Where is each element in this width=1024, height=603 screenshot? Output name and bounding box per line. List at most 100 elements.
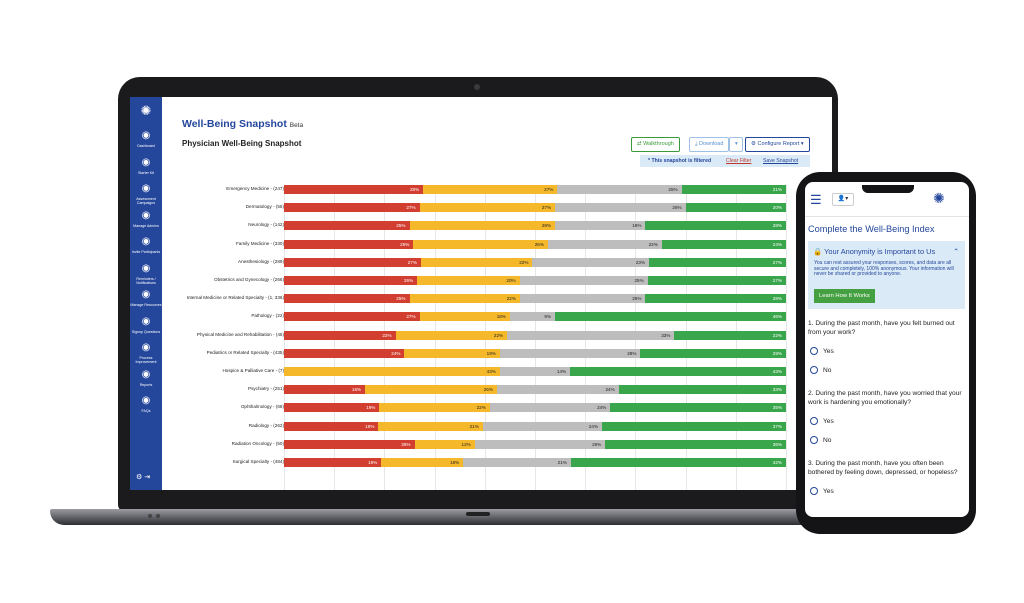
walkthrough-button[interactable]: ⇄ Walkthrough: [631, 137, 680, 152]
chart-bar-segment[interactable]: 27%: [284, 257, 421, 267]
led: [156, 514, 160, 518]
chart-bar-segment[interactable]: 26%: [284, 276, 418, 285]
radio-option-no[interactable]: No: [810, 366, 831, 374]
chart-bar-segment[interactable]: 18%: [419, 312, 510, 322]
radio-button[interactable]: [810, 417, 818, 425]
chart-bar-segment[interactable]: 24%: [284, 348, 405, 358]
chart-bar-segment[interactable]: 42%: [570, 458, 786, 467]
chart-bar-segment[interactable]: 25%: [519, 276, 648, 285]
chart-bar-segment[interactable]: 43%: [570, 367, 786, 376]
chart-bar-segment[interactable]: 25%: [557, 185, 682, 194]
hamburger-menu-icon[interactable]: ☰: [810, 192, 822, 207]
chart-bar-segment[interactable]: 22%: [674, 330, 786, 340]
chart-bar-segment[interactable]: 35%: [610, 403, 786, 413]
chart-bar-segment[interactable]: 22%: [409, 294, 520, 304]
sidebar-item-label: Invite Participants: [131, 250, 161, 254]
anonymity-text: You can rest assured your responses, sco…: [814, 260, 954, 278]
sidebar-item-manage-admins[interactable]: ◉ Manage Admins: [130, 210, 162, 228]
sidebar-footer-icons[interactable]: ⚙ ⇥: [136, 474, 151, 481]
chart-bar-segment[interactable]: 26%: [474, 439, 606, 449]
download-button[interactable]: ⤓ Download: [689, 137, 730, 152]
sidebar-item-faqs[interactable]: ◉ FAQs: [130, 395, 162, 413]
radio-button[interactable]: [810, 366, 818, 374]
sidebar-item-reports[interactable]: ◉ Reports: [130, 369, 162, 387]
chart-bar-segment[interactable]: 20%: [417, 276, 520, 285]
chart-bar-segment[interactable]: 20%: [685, 203, 786, 213]
chart-bar-segment[interactable]: 27%: [647, 276, 786, 285]
sidebar-item-invite-participants[interactable]: ◉ Invite Participants: [130, 236, 162, 254]
chart-bar-segment[interactable]: 46%: [555, 312, 786, 322]
sidebar-item-reminders-notifications[interactable]: ◉ Reminders / Notifications: [130, 263, 162, 285]
chart-bar-segment[interactable]: 24%: [496, 385, 619, 395]
radio-option-yes[interactable]: Yes: [810, 417, 834, 425]
clear-filter-link[interactable]: Clear Filter: [726, 158, 752, 164]
chart-bar-segment[interactable]: 26%: [555, 203, 686, 213]
sidebar-item-process-improvement[interactable]: ◉ Process Improvement: [130, 342, 162, 364]
sidebar-item-signup-questions[interactable]: ◉ Signup Questions: [130, 316, 162, 334]
anonymity-heading[interactable]: 🔒 Your Anonymity is Important to Us ⌃: [813, 247, 960, 256]
chart-bar-segment[interactable]: 26%: [284, 439, 415, 449]
chart-bar-segment[interactable]: 22%: [420, 257, 533, 267]
chart-bar-segment[interactable]: 28%: [645, 294, 786, 304]
sidebar-item-manage-resources[interactable]: ◉ Manage Resources: [130, 289, 162, 307]
download-dropdown-button[interactable]: ▾: [729, 137, 743, 152]
radio-button[interactable]: [810, 436, 818, 444]
chart-bar-segment[interactable]: 29%: [409, 221, 556, 231]
chart-bar-segment[interactable]: 19%: [284, 458, 382, 467]
radio-option-yes[interactable]: Yes: [810, 347, 834, 355]
save-snapshot-link[interactable]: Save Snapshot: [763, 158, 799, 164]
radio-option-no[interactable]: No: [810, 436, 831, 444]
chart-bar-segment[interactable]: 9%: [509, 312, 556, 322]
chart-bar-segment[interactable]: 19%: [284, 421, 379, 431]
chart-bar-segment[interactable]: 12%: [414, 439, 475, 449]
chart-bar-segment[interactable]: 27%: [284, 312, 420, 322]
chart-bar-segment[interactable]: 24%: [482, 421, 603, 431]
chart-bar-segment[interactable]: 43%: [284, 367, 500, 376]
chart-bar-segment[interactable]: 22%: [284, 330, 396, 340]
radio-option-yes[interactable]: Yes: [810, 487, 834, 495]
chart-bar-segment[interactable]: 27%: [284, 203, 420, 213]
chart-bar-segment[interactable]: 22%: [379, 403, 490, 413]
chart-bar-segment[interactable]: 27%: [423, 185, 558, 194]
chevron-up-icon[interactable]: ⌃: [953, 247, 960, 256]
chart-bar-segment[interactable]: 16%: [284, 385, 366, 395]
chart-bar-segment[interactable]: 33%: [507, 330, 675, 340]
chart-bar-segment[interactable]: 23%: [532, 257, 650, 267]
chart-bar-segment[interactable]: 28%: [645, 221, 786, 231]
chart-bar-segment[interactable]: 27%: [419, 203, 556, 213]
chart-bar-segment[interactable]: 21%: [681, 185, 786, 194]
chart-bar-segment[interactable]: 25%: [284, 239, 414, 249]
chart-bar-segment[interactable]: 21%: [463, 458, 571, 467]
chart-bar-segment[interactable]: 27%: [649, 257, 786, 267]
chart-bar-segment[interactable]: 26%: [365, 385, 497, 395]
chart-bar-segment[interactable]: 21%: [378, 421, 483, 431]
sidebar-item-assessment-campaigns[interactable]: ◉ Assessment Campaigns: [130, 183, 162, 205]
chart-bar-segment[interactable]: 22%: [547, 239, 662, 249]
chart-bar-segment[interactable]: 24%: [489, 403, 611, 413]
chart-bar-segment[interactable]: 22%: [395, 330, 508, 340]
radio-button[interactable]: [810, 487, 818, 495]
chart-bar-segment[interactable]: 16%: [381, 458, 464, 467]
chart-bar-segment[interactable]: 25%: [284, 221, 410, 231]
chart-bar-segment[interactable]: 25%: [519, 294, 646, 304]
radio-button[interactable]: [810, 347, 818, 355]
chart-bar-segment[interactable]: 14%: [499, 367, 571, 376]
chart-bar-segment[interactable]: 24%: [661, 239, 786, 249]
chart-bar-segment[interactable]: 37%: [602, 421, 786, 431]
learn-how-it-works-button[interactable]: Learn How It Works: [814, 289, 875, 303]
chart-bar-segment[interactable]: 19%: [404, 348, 500, 358]
chart-bar-segment[interactable]: 36%: [605, 439, 786, 449]
chart-bar-segment[interactable]: 28%: [499, 348, 641, 358]
chart-bar-segment[interactable]: 33%: [618, 385, 786, 395]
sidebar-item-dashboard[interactable]: ◉ Dashboard: [130, 130, 162, 148]
sidebar-item-starter-kit[interactable]: ◉ Starter Kit: [130, 157, 162, 175]
chart-bar-segment[interactable]: 29%: [640, 348, 786, 358]
user-menu-icon[interactable]: 👤▾: [832, 193, 854, 206]
chart-bar-segment[interactable]: 18%: [555, 221, 646, 231]
chart-bar-segment[interactable]: 26%: [413, 239, 548, 249]
chart-bar-segment[interactable]: 19%: [284, 403, 380, 413]
page-title: Well-Being Snapshot Beta: [182, 118, 304, 130]
configure-report-button[interactable]: ⚙ Configure Report ▾: [745, 137, 810, 152]
chart-bar-segment[interactable]: 28%: [284, 185, 424, 194]
chart-bar-segment[interactable]: 25%: [284, 294, 410, 304]
